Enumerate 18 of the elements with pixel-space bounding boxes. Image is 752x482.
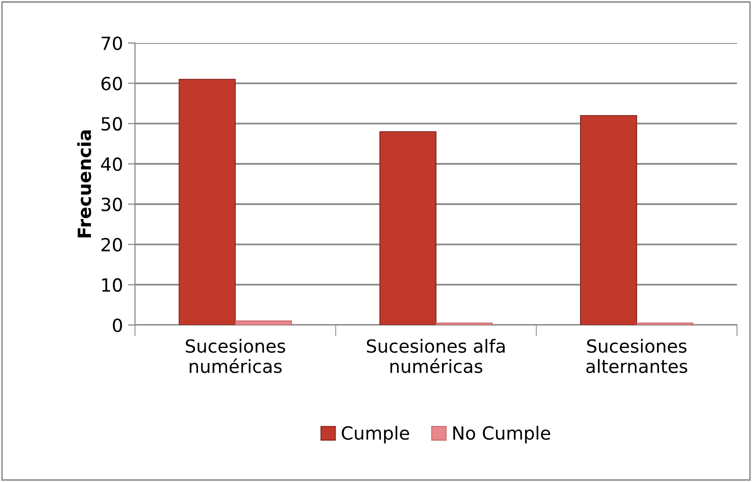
x-tick-label: Sucesiones alternantes <box>586 338 688 374</box>
y-tick-label: 60 <box>101 76 122 90</box>
y-tick-label: 30 <box>102 198 122 212</box>
y-tick-label: 20 <box>102 238 122 252</box>
y-tick-label: 10 <box>102 278 122 292</box>
x-tick-label: Sucesiones numéricas <box>186 338 286 374</box>
y-axis-title: Frecuencia <box>77 130 92 238</box>
y-tick-label: 0 <box>112 318 122 332</box>
bar <box>234 320 292 325</box>
y-tick-label: 70 <box>102 36 122 50</box>
x-tick-label: Sucesiones alfa numéricas <box>366 338 505 374</box>
legend-label: No Cumple <box>453 426 550 444</box>
legend-label: Cumple <box>342 426 410 444</box>
y-tick-label: 50 <box>102 117 122 131</box>
bar <box>580 115 638 325</box>
bar <box>178 78 236 325</box>
bar <box>379 131 436 325</box>
y-tick-label: 40 <box>101 157 122 171</box>
